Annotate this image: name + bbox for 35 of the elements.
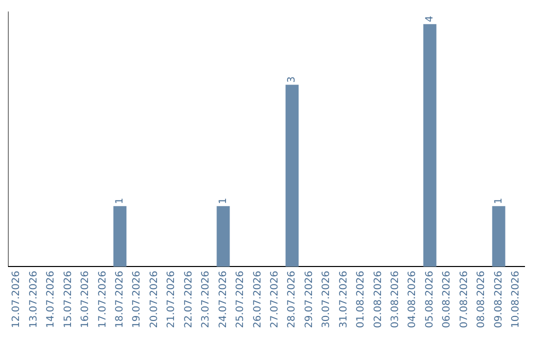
x-tick-label: 18.07.2026 (114, 270, 126, 328)
x-tick-label: 27.07.2026 (269, 270, 280, 328)
x-tick-label: 20.07.2026 (148, 270, 160, 328)
x-tick-label: 13.07.2026 (28, 270, 40, 328)
x-tick-label: 05.08.2026 (424, 270, 436, 328)
data-label: 1 (493, 198, 504, 204)
x-tick-label: 04.08.2026 (407, 270, 418, 328)
x-tick-label: 07.08.2026 (458, 270, 470, 328)
x-tick-label: 29.07.2026 (304, 270, 315, 328)
x-tick-label: 12.07.2026 (11, 270, 22, 328)
x-tick-label: 01.08.2026 (356, 270, 367, 328)
x-tick-label: 02.08.2026 (372, 270, 384, 328)
data-label: 1 (218, 198, 229, 204)
x-tick-label: 10.08.2026 (510, 270, 522, 328)
x-tick-label: 16.07.2026 (80, 270, 92, 328)
x-tick-label: 24.07.2026 (218, 270, 229, 328)
x-tick-label: 15.07.2026 (62, 270, 74, 328)
x-tick-label: 08.08.2026 (476, 270, 488, 328)
x-tick-label: 21.07.2026 (166, 270, 178, 328)
x-tick-label: 22.07.2026 (183, 270, 194, 328)
data-label: 1 (114, 198, 126, 204)
data-label: 3 (286, 76, 298, 83)
data-label: 4 (424, 16, 436, 22)
x-tick-label: 28.07.2026 (286, 270, 298, 328)
x-tick-label: 06.08.2026 (442, 270, 453, 328)
x-tick-label: 03.08.2026 (390, 270, 401, 328)
x-tick-label: 17.07.2026 (97, 270, 108, 328)
x-tick-label: 19.07.2026 (132, 270, 143, 328)
x-tick-label: 25.07.2026 (235, 270, 246, 328)
x-tick-label: 14.07.2026 (46, 270, 57, 328)
x-tick-label: 09.08.2026 (493, 270, 504, 328)
x-tick-label: 26.07.2026 (252, 270, 264, 328)
x-tick-label: 30.07.2026 (321, 270, 332, 328)
x-tick-label: 23.07.2026 (200, 270, 212, 328)
x-tick-label: 31.07.2026 (338, 270, 350, 328)
